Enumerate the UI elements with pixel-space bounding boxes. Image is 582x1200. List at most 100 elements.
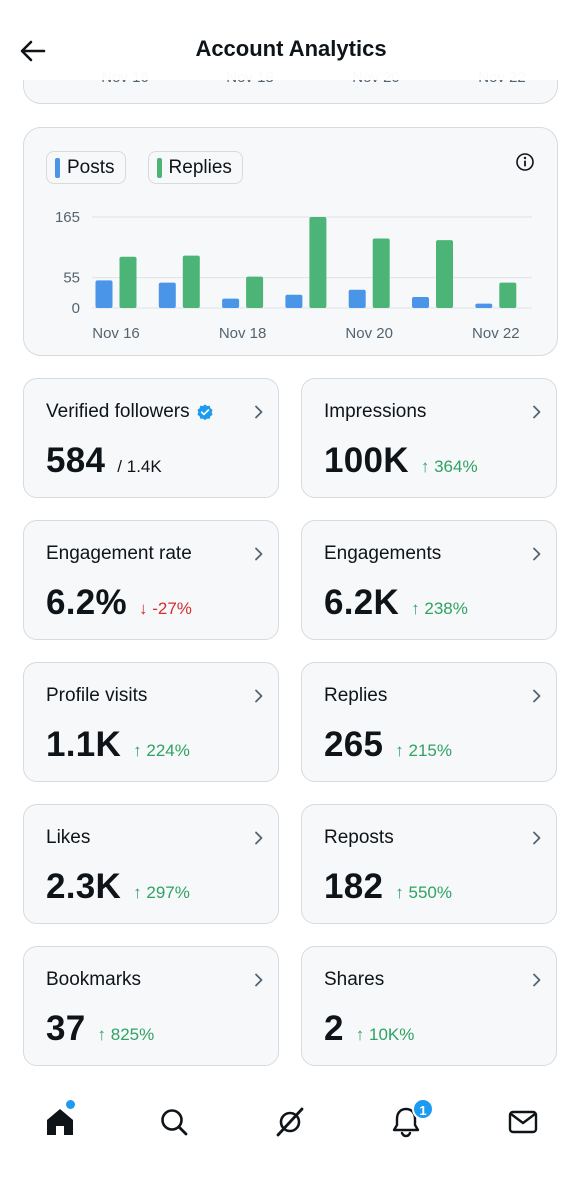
chevron-right-icon	[255, 831, 263, 845]
home-icon[interactable]	[42, 1104, 78, 1140]
bar-replies-nov-22[interactable]	[499, 282, 517, 308]
y-tick-label: 0	[72, 300, 80, 317]
stat-label: Replies	[324, 685, 388, 706]
legend-posts[interactable]: Posts	[46, 151, 126, 184]
search-icon[interactable]	[156, 1104, 192, 1140]
bar-posts-nov-19[interactable]	[285, 294, 303, 308]
bar-posts-nov-18[interactable]	[222, 298, 240, 308]
stat-change: ↑ 215%	[395, 741, 452, 760]
stat-value-row: 1.1K ↑ 224%	[46, 725, 190, 765]
stat-value-row: 182 ↑ 550%	[324, 867, 452, 907]
stat-value: 584	[46, 441, 106, 480]
stat-label-row: Engagements	[324, 543, 441, 565]
stat-change: ↓ -27%	[138, 599, 192, 618]
bar-replies-nov-16[interactable]	[119, 256, 137, 308]
stat-value-row: 6.2% ↓ -27%	[46, 583, 192, 623]
chevron-right-icon	[533, 547, 541, 561]
stat-value: 182	[324, 867, 384, 906]
stat-change: ↑ 550%	[395, 883, 452, 902]
messages-icon[interactable]	[505, 1104, 541, 1140]
stat-label: Impressions	[324, 401, 427, 422]
chevron-right-icon	[255, 689, 263, 703]
stat-card-bookmarks[interactable]: Bookmarks 37 ↑ 825%	[23, 946, 279, 1066]
bar-replies-nov-19[interactable]	[309, 217, 327, 308]
notification-badge: 1	[412, 1098, 434, 1120]
stat-value: 2	[324, 1009, 344, 1048]
chevron-right-icon	[533, 689, 541, 703]
bar-posts-nov-17[interactable]	[158, 282, 176, 308]
stat-card-shares[interactable]: Shares 2 ↑ 10K%	[301, 946, 557, 1066]
stat-change: ↑ 297%	[133, 883, 190, 902]
stat-value: 1.1K	[46, 725, 122, 764]
bar-posts-nov-22[interactable]	[475, 303, 493, 308]
stat-value: 2.3K	[46, 867, 122, 906]
bar-replies-nov-18[interactable]	[246, 276, 264, 308]
stat-label-row: Engagement rate	[46, 543, 192, 565]
bar-replies-nov-21[interactable]	[436, 240, 453, 308]
chart-legend: Posts Replies	[46, 151, 243, 184]
stat-card-engagement-rate[interactable]: Engagement rate 6.2% ↓ -27%	[23, 520, 279, 640]
y-tick-label: 55	[63, 270, 80, 287]
stat-card-impressions[interactable]: Impressions 100K ↑ 364%	[301, 378, 557, 498]
stat-card-engagements[interactable]: Engagements 6.2K ↑ 238%	[301, 520, 557, 640]
chevron-right-icon	[255, 973, 263, 987]
chevron-right-icon	[255, 405, 263, 419]
stat-change: ↑ 224%	[133, 741, 190, 760]
stat-card-verified-followers[interactable]: Verified followers 584 / 1.4K	[23, 378, 279, 498]
stat-label: Engagements	[324, 543, 442, 564]
x-tick-label: Nov 20	[345, 325, 393, 342]
stat-label-row: Verified followers	[46, 401, 214, 423]
stat-label: Reposts	[324, 827, 394, 848]
stat-label-row: Reposts	[324, 827, 394, 849]
stat-label-row: Shares	[324, 969, 384, 991]
stat-label: Likes	[46, 827, 91, 848]
info-icon[interactable]	[515, 152, 535, 172]
stat-change: ↑ 364%	[420, 457, 478, 476]
bar-posts-nov-16[interactable]	[95, 280, 113, 308]
x-tick-label: Nov 22	[472, 325, 520, 342]
bar-posts-nov-20[interactable]	[348, 289, 366, 308]
verified-badge-icon	[197, 404, 213, 421]
chevron-right-icon	[255, 547, 263, 561]
bar-replies-nov-20[interactable]	[372, 238, 390, 308]
stat-label-row: Likes	[46, 827, 90, 849]
x-tick-label: Nov 18	[219, 325, 267, 342]
stat-value: 37	[46, 1009, 86, 1048]
chevron-right-icon	[533, 973, 541, 987]
stat-card-replies[interactable]: Replies 265 ↑ 215%	[301, 662, 557, 782]
notifications-icon[interactable]	[388, 1104, 424, 1140]
page-title: Account Analytics	[195, 36, 387, 61]
bar-posts-nov-21[interactable]	[412, 296, 429, 308]
legend-replies-swatch	[156, 157, 162, 178]
stat-label-row: Replies	[324, 685, 387, 707]
stat-card-likes[interactable]: Likes 2.3K ↑ 297%	[23, 804, 279, 924]
stat-value: 6.2%	[46, 583, 127, 622]
stat-value-row: 37 ↑ 825%	[46, 1009, 154, 1049]
legend-replies-label: Replies	[168, 156, 232, 178]
stat-card-reposts[interactable]: Reposts 182 ↑ 550%	[301, 804, 557, 924]
bar-replies-nov-17[interactable]	[182, 255, 200, 308]
back-arrow-icon[interactable]	[16, 34, 50, 68]
stat-label: Bookmarks	[46, 969, 142, 990]
x-tick-label: Nov 16	[92, 325, 140, 342]
stat-change: ↑ 238%	[411, 599, 468, 618]
stat-label: Engagement rate	[46, 543, 192, 564]
stat-value: 6.2K	[324, 583, 400, 622]
bottom-nav: 1	[0, 1086, 582, 1156]
posts-replies-chart: 0 55 165 Nov 16 Nov 18 Nov 20 Nov 22	[55, 209, 532, 342]
grok-icon[interactable]	[272, 1104, 308, 1140]
stat-value-row: 2 ↑ 10K%	[324, 1009, 414, 1049]
stat-label-row: Bookmarks	[46, 969, 141, 991]
legend-replies[interactable]: Replies	[147, 151, 243, 184]
y-tick-label: 165	[55, 209, 80, 226]
stat-change: ↑ 825%	[97, 1025, 155, 1044]
chevron-right-icon	[533, 831, 541, 845]
stat-value-row: 100K ↑ 364%	[324, 441, 478, 481]
stat-value-row: 584 / 1.4K	[46, 441, 162, 481]
stat-card-profile-visits[interactable]: Profile visits 1.1K ↑ 224%	[23, 662, 279, 782]
stat-label-row: Impressions	[324, 401, 426, 423]
legend-posts-label: Posts	[67, 156, 115, 178]
stat-value-row: 6.2K ↑ 238%	[324, 583, 468, 623]
stat-value: 100K	[324, 441, 409, 480]
stat-label: Profile visits	[46, 685, 148, 706]
